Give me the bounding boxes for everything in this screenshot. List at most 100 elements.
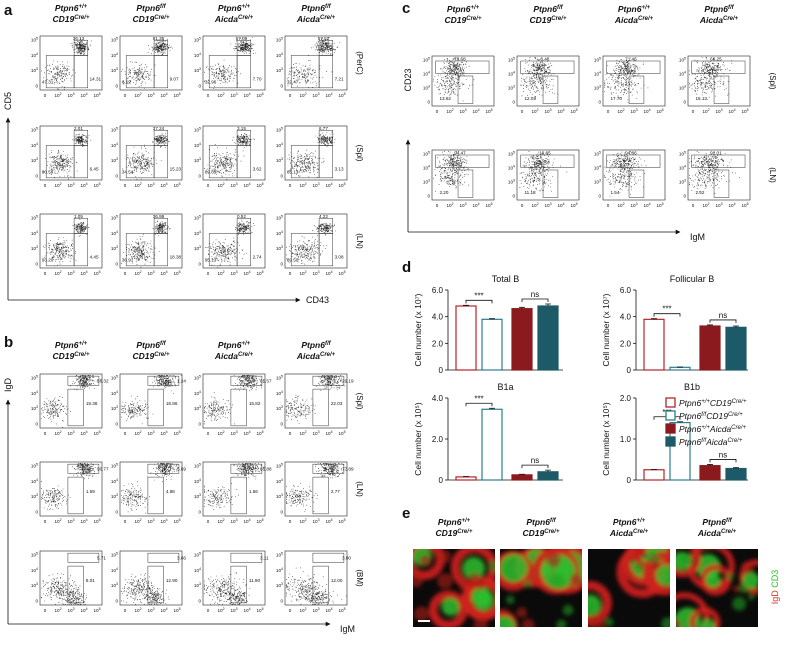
plot-frame	[284, 461, 348, 517]
tick-label: 102	[134, 518, 141, 524]
tick-exp: 5	[116, 463, 118, 467]
tick-base: 10	[423, 58, 429, 63]
gene: Ptpn6	[679, 411, 701, 421]
flow-plot: 5.69 4.88	[119, 461, 186, 517]
gate-percent: 92.01	[710, 151, 722, 156]
tick-base: 0	[124, 271, 127, 276]
gate-percent: 32.47	[287, 79, 299, 84]
tick-exp: 5	[747, 202, 749, 206]
plot-frame	[39, 550, 103, 606]
gate-percent: 19.65	[539, 151, 551, 156]
tick-exp: 5	[262, 518, 264, 522]
tick-label: 103	[111, 157, 118, 163]
gate	[67, 388, 84, 427]
tick-label: 105	[111, 552, 118, 558]
tick-exp: 4	[249, 182, 251, 186]
tick-base: 10	[160, 431, 166, 436]
events	[433, 151, 469, 192]
tick-exp: 5	[116, 375, 118, 379]
tick-base: 0	[683, 194, 686, 199]
driver-sup: Cre/+	[551, 16, 567, 22]
tick-exp: 3	[153, 607, 155, 611]
driver-sup: Cre/+	[544, 529, 560, 535]
tick-base: 0	[598, 194, 601, 199]
tick-label: 105	[194, 215, 201, 221]
scatter-stain	[437, 573, 453, 589]
tick-label: 105	[111, 463, 118, 469]
tick-label: 0	[198, 84, 201, 89]
tick-exp: 3	[318, 607, 320, 611]
legend-label: Ptpn6f/fCD19Cre/+	[679, 411, 743, 421]
tick-base: 0	[115, 599, 118, 604]
panel-label: a	[4, 2, 13, 19]
tick-label: 102	[446, 202, 453, 208]
tick-exp: 4	[281, 390, 283, 394]
tick-base: 10	[630, 203, 636, 208]
plot-frame	[602, 149, 666, 201]
tick-exp: 4	[116, 142, 118, 146]
tick-exp: 5	[491, 202, 493, 206]
y-tick-label: 4.0	[620, 313, 632, 322]
tick-exp: 4	[331, 182, 333, 186]
tick-exp: 5	[179, 270, 181, 274]
tick-exp: 2	[708, 202, 710, 206]
tick-label: 105	[508, 151, 515, 157]
tick-label: 105	[276, 215, 283, 221]
tick-label: 103	[147, 92, 154, 98]
tick-label: 103	[230, 92, 237, 98]
driver: Aicda	[705, 437, 728, 447]
axis-label: CD23	[403, 68, 413, 91]
tick-base: 10	[194, 53, 200, 58]
tick-label: 0	[124, 93, 127, 98]
events	[520, 57, 558, 99]
gene-sup: +/+	[470, 5, 479, 11]
gate	[318, 55, 333, 89]
tick-label: 104	[80, 270, 87, 276]
tick-base: 0	[115, 84, 118, 89]
tick-exp: 4	[563, 108, 565, 112]
events	[287, 37, 341, 88]
plot-frame	[39, 461, 103, 517]
gene-sup: f/f	[701, 412, 707, 418]
tick-exp: 3	[721, 202, 723, 206]
tick-label: 105	[93, 182, 100, 188]
chart-title: Follicular B	[670, 274, 715, 284]
tick-base: 10	[312, 431, 318, 436]
tick-label: 102	[702, 108, 709, 114]
gene: Ptpn6	[218, 340, 242, 350]
tick-base: 10	[194, 246, 200, 251]
tick-label: 104	[194, 478, 201, 484]
scatter-stain	[732, 596, 747, 611]
events	[689, 151, 740, 194]
tick-exp: 3	[73, 92, 75, 96]
tick-exp: 4	[199, 478, 201, 482]
tick-label: 105	[194, 463, 201, 469]
gate-percent: 5.69	[177, 467, 186, 472]
tick-base: 10	[276, 406, 282, 411]
tick-exp: 2	[140, 607, 142, 611]
tick-base: 0	[35, 174, 38, 179]
follicle	[739, 559, 758, 595]
tick-exp: 4	[331, 92, 333, 96]
tick-exp: 5	[262, 92, 264, 96]
tick-label: 104	[111, 142, 118, 148]
tick-label: 104	[643, 108, 650, 114]
tick-label: 102	[617, 108, 624, 114]
driver: Aicda	[609, 528, 633, 538]
tick-base: 10	[160, 519, 166, 524]
tick-label: 105	[594, 57, 601, 63]
events	[121, 573, 170, 605]
tick-exp: 4	[116, 567, 118, 571]
gate-percent: 7.70	[253, 77, 262, 82]
tick-exp: 3	[550, 202, 552, 206]
tick-exp: 2	[140, 518, 142, 522]
tick-exp: 5	[428, 151, 430, 155]
tick-exp: 3	[428, 85, 430, 89]
tick-exp: 4	[478, 202, 480, 206]
tick-exp: 4	[478, 108, 480, 112]
stain-2: CD3	[770, 570, 780, 588]
genotype-line: AicdaCre/+	[296, 351, 336, 361]
scatter-stain	[437, 549, 451, 564]
tick-base: 10	[508, 58, 514, 63]
flow-plot: 29.19 22.03	[284, 373, 354, 429]
